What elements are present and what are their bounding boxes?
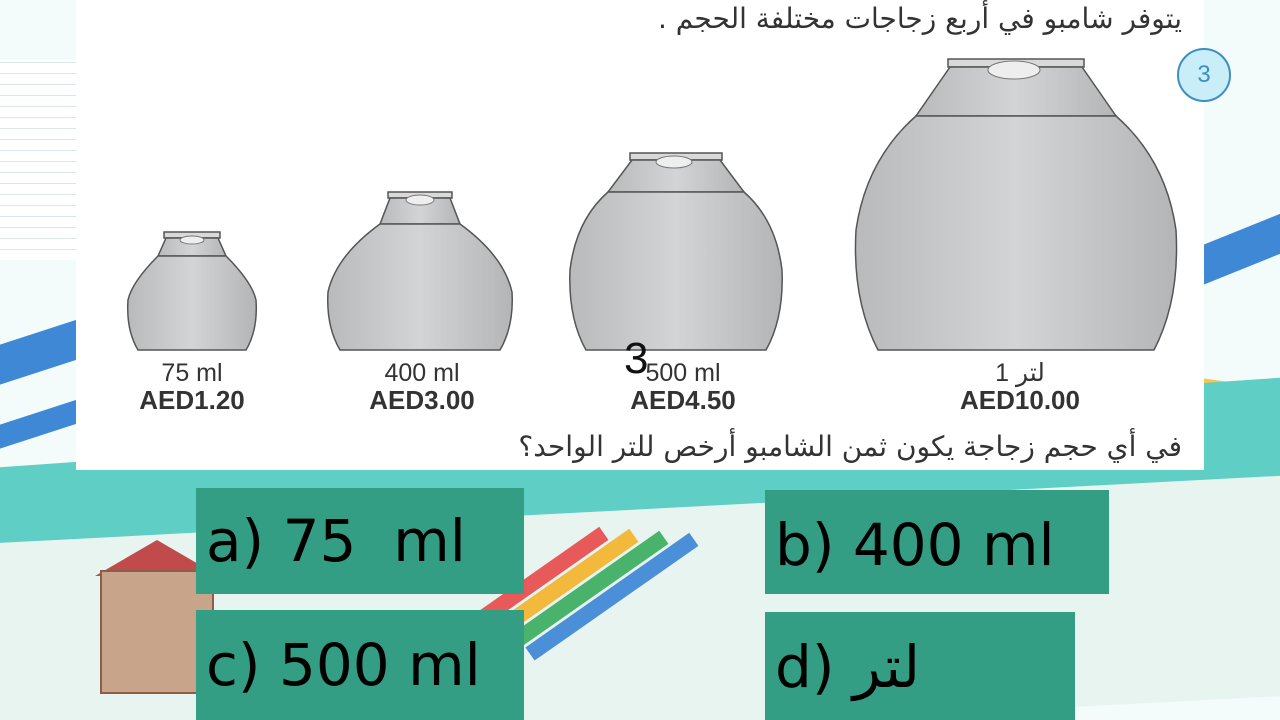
slide-number-overlay: 3 <box>624 334 649 383</box>
bottle-label: 1 لتر AED10.00 <box>912 360 1128 414</box>
notebook-decoration <box>0 60 83 260</box>
option-d-button[interactable]: d) لتر <box>765 612 1075 720</box>
bottle-price: AED10.00 <box>960 385 1080 415</box>
bottle-label: 500 ml AED4.50 <box>578 360 788 414</box>
bottle-volume: 400 ml <box>384 359 460 387</box>
option-c-button[interactable]: c) 500 ml <box>196 610 524 720</box>
bottle-price: AED4.50 <box>630 385 736 415</box>
shampoo-bottle-icon <box>854 58 1178 351</box>
bottle-volume: 500 ml <box>645 359 721 387</box>
bottle-price: AED1.20 <box>139 385 245 415</box>
option-a-button[interactable]: a) 75 ml <box>196 488 524 594</box>
shampoo-bottle-icon <box>569 152 783 351</box>
shampoo-bottle-icon <box>126 231 258 351</box>
stripe-decoration <box>1200 213 1280 287</box>
question-number-badge: 3 <box>1177 48 1231 102</box>
question-image-panel: يتوفر شامبو في أربع زجاجات مختلفة الحجم … <box>76 0 1204 470</box>
question-text: في أي حجم زجاجة يكون ثمن الشامبو أرخص لل… <box>518 430 1182 463</box>
shampoo-bottle-icon <box>327 191 513 351</box>
bottle-volume: 75 ml <box>161 359 223 387</box>
bottle-volume: 1 لتر <box>995 359 1045 387</box>
question-intro-text: يتوفر شامبو في أربع زجاجات مختلفة الحجم … <box>658 2 1182 35</box>
option-b-button[interactable]: b) 400 ml <box>765 490 1109 594</box>
bottles-illustration <box>126 58 1178 351</box>
bottle-price: AED3.00 <box>369 385 475 415</box>
bottle-label: 75 ml AED1.20 <box>96 360 288 414</box>
bottle-label: 400 ml AED3.00 <box>322 360 522 414</box>
